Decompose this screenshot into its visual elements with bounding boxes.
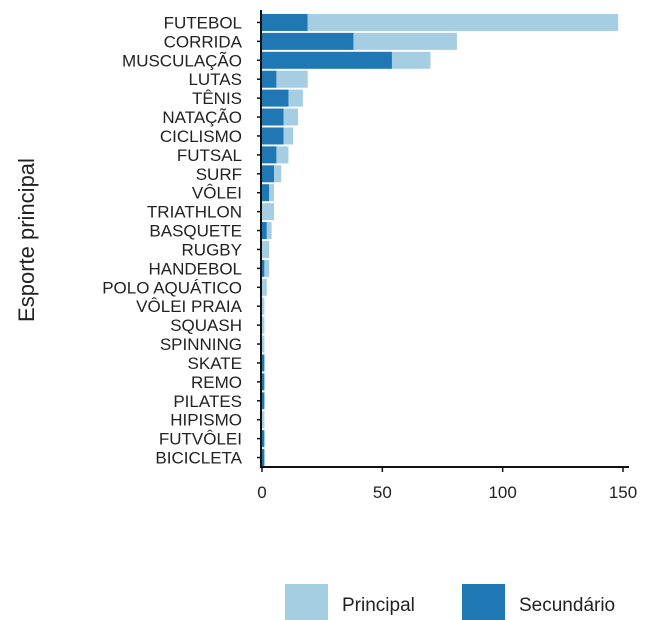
bar-musculação-principal bbox=[391, 51, 431, 69]
x-axis: 0 50 100 150 bbox=[257, 466, 637, 502]
bar-lutas-secundario bbox=[262, 70, 277, 88]
category-label: LUTAS bbox=[188, 70, 242, 89]
bar-corrida-secundario bbox=[262, 32, 354, 50]
category-label: TÊNIS bbox=[192, 89, 242, 108]
bar-vôlei-praia-principal bbox=[262, 297, 265, 315]
bar-surf-secundario bbox=[262, 165, 275, 183]
category-label: HIPISMO bbox=[170, 411, 242, 430]
category-label: VÔLEI bbox=[192, 184, 242, 203]
category-label: FUTVÔLEI bbox=[159, 430, 242, 449]
bar-futebol-principal bbox=[307, 13, 619, 31]
legend: Principal Secundário bbox=[285, 584, 615, 620]
legend-label-principal: Principal bbox=[342, 595, 415, 616]
bar-lutas-principal bbox=[276, 70, 308, 88]
bar-ciclismo-secundario bbox=[262, 127, 284, 145]
bars-group bbox=[262, 13, 619, 467]
category-label: MUSCULAÇÃO bbox=[122, 51, 242, 70]
category-label: VÔLEI PRAIA bbox=[136, 297, 242, 316]
bar-vôlei-secundario bbox=[262, 184, 270, 202]
bar-natação-principal bbox=[283, 108, 299, 126]
bar-futebol-secundario bbox=[262, 13, 308, 31]
category-label: SURF bbox=[196, 165, 242, 184]
bar-tênis-secundario bbox=[262, 89, 289, 107]
category-label: PILATES bbox=[173, 392, 242, 411]
category-label: BICICLETA bbox=[155, 449, 242, 468]
bar-remo-secundario bbox=[262, 373, 265, 391]
category-label: CORRIDA bbox=[164, 32, 243, 51]
x-tick-label: 100 bbox=[488, 483, 516, 502]
bar-corrida-principal bbox=[353, 32, 457, 50]
bar-ciclismo-principal bbox=[283, 127, 294, 145]
category-label: POLO AQUÁTICO bbox=[102, 278, 242, 297]
bar-rugby-principal bbox=[262, 240, 270, 258]
x-tick-label: 150 bbox=[609, 483, 637, 502]
legend-label-secundario: Secundário bbox=[519, 595, 615, 616]
bar-futsal-principal bbox=[276, 146, 289, 164]
x-tick-label: 50 bbox=[373, 483, 392, 502]
bar-polo-aquático-principal bbox=[262, 278, 267, 296]
bar-futsal-secundario bbox=[262, 146, 277, 164]
category-label: FUTSAL bbox=[177, 146, 242, 165]
category-label: BASQUETE bbox=[149, 222, 242, 241]
category-label: FUTEBOL bbox=[164, 13, 242, 32]
bar-vôlei-principal bbox=[269, 184, 275, 202]
x-tick-label: 0 bbox=[257, 483, 266, 502]
bar-handebol-principal bbox=[264, 259, 270, 277]
category-labels: FUTEBOLCORRIDAMUSCULAÇÃOLUTASTÊNISNATAÇÃ… bbox=[102, 13, 242, 467]
bar-basquete-secundario bbox=[262, 222, 267, 240]
category-label: TRIATHLON bbox=[147, 203, 242, 222]
bar-handebol-secundario bbox=[262, 259, 265, 277]
bar-skate-secundario bbox=[262, 354, 265, 372]
bar-futvôlei-secundario bbox=[262, 430, 265, 448]
y-axis-title: Esporte principal bbox=[14, 158, 39, 322]
legend-swatch-principal bbox=[285, 584, 328, 620]
category-label: CICLISMO bbox=[160, 127, 242, 146]
bar-triathlon-principal bbox=[262, 203, 275, 221]
category-label: NATAÇÃO bbox=[162, 108, 242, 127]
category-label: REMO bbox=[191, 373, 242, 392]
bar-spinning-principal bbox=[262, 335, 265, 353]
y-axis bbox=[257, 10, 262, 467]
bar-hipismo-principal bbox=[262, 411, 265, 429]
bar-squash-principal bbox=[262, 316, 265, 334]
bar-musculação-secundario bbox=[262, 51, 392, 69]
category-label: HANDEBOL bbox=[148, 259, 242, 278]
bar-bicicleta-secundario bbox=[262, 449, 265, 467]
bar-tênis-principal bbox=[288, 89, 303, 107]
bar-surf-principal bbox=[274, 165, 282, 183]
category-label: SKATE bbox=[188, 354, 242, 373]
category-label: RUGBY bbox=[182, 240, 242, 259]
bar-basquete-principal bbox=[266, 222, 272, 240]
bar-natação-secundario bbox=[262, 108, 284, 126]
bar-pilates-secundario bbox=[262, 392, 265, 410]
category-label: SPINNING bbox=[160, 335, 242, 354]
category-label: SQUASH bbox=[170, 316, 242, 335]
legend-swatch-secundario bbox=[462, 584, 505, 620]
